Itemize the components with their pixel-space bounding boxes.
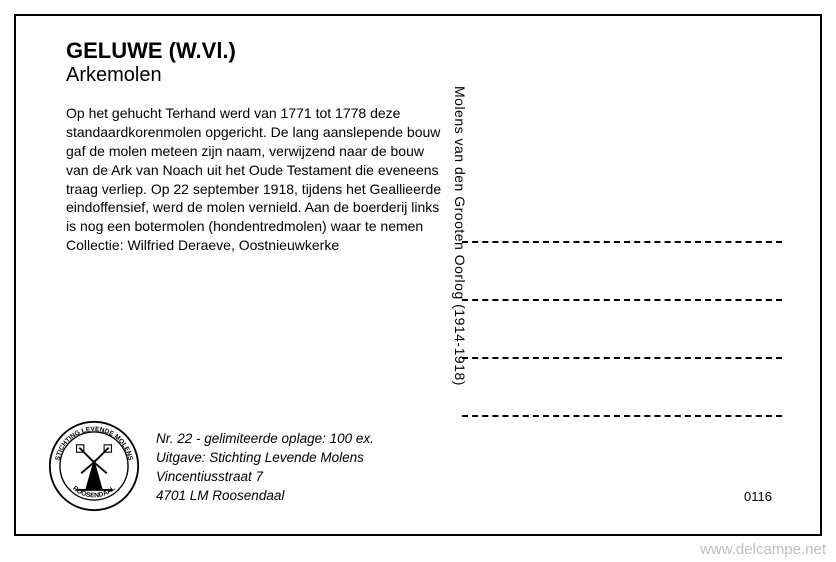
publisher-block: Nr. 22 - gelimiteerde oplage: 100 ex. Ui… [156,430,374,506]
address-line-2 [462,299,782,301]
windmill-icon [76,445,113,490]
address-line-3 [462,357,782,359]
address-line-4 [462,415,782,417]
publisher-street: Vincentiusstraat 7 [156,468,374,487]
publisher-logo: STICHTING LEVENDE MOLENS ROOSENDAAL [48,420,140,512]
postcard-back: GELUWE (W.Vl.) Arkemolen Op het gehucht … [14,14,822,536]
description-text: Op het gehucht Terhand werd van 1771 tot… [66,104,446,255]
serial-number: 0116 [744,489,772,504]
publisher-edition: Nr. 22 - gelimiteerde oplage: 100 ex. [156,430,374,449]
address-line-1 [462,241,782,243]
address-area [462,241,782,473]
publisher-name: Uitgave: Stichting Levende Molens [156,449,374,468]
mill-name: Arkemolen [66,64,162,87]
location-title: GELUWE (W.Vl.) [66,38,236,64]
watermark-text: www.delcampe.net [700,541,826,558]
publisher-city: 4701 LM Roosendaal [156,487,374,506]
